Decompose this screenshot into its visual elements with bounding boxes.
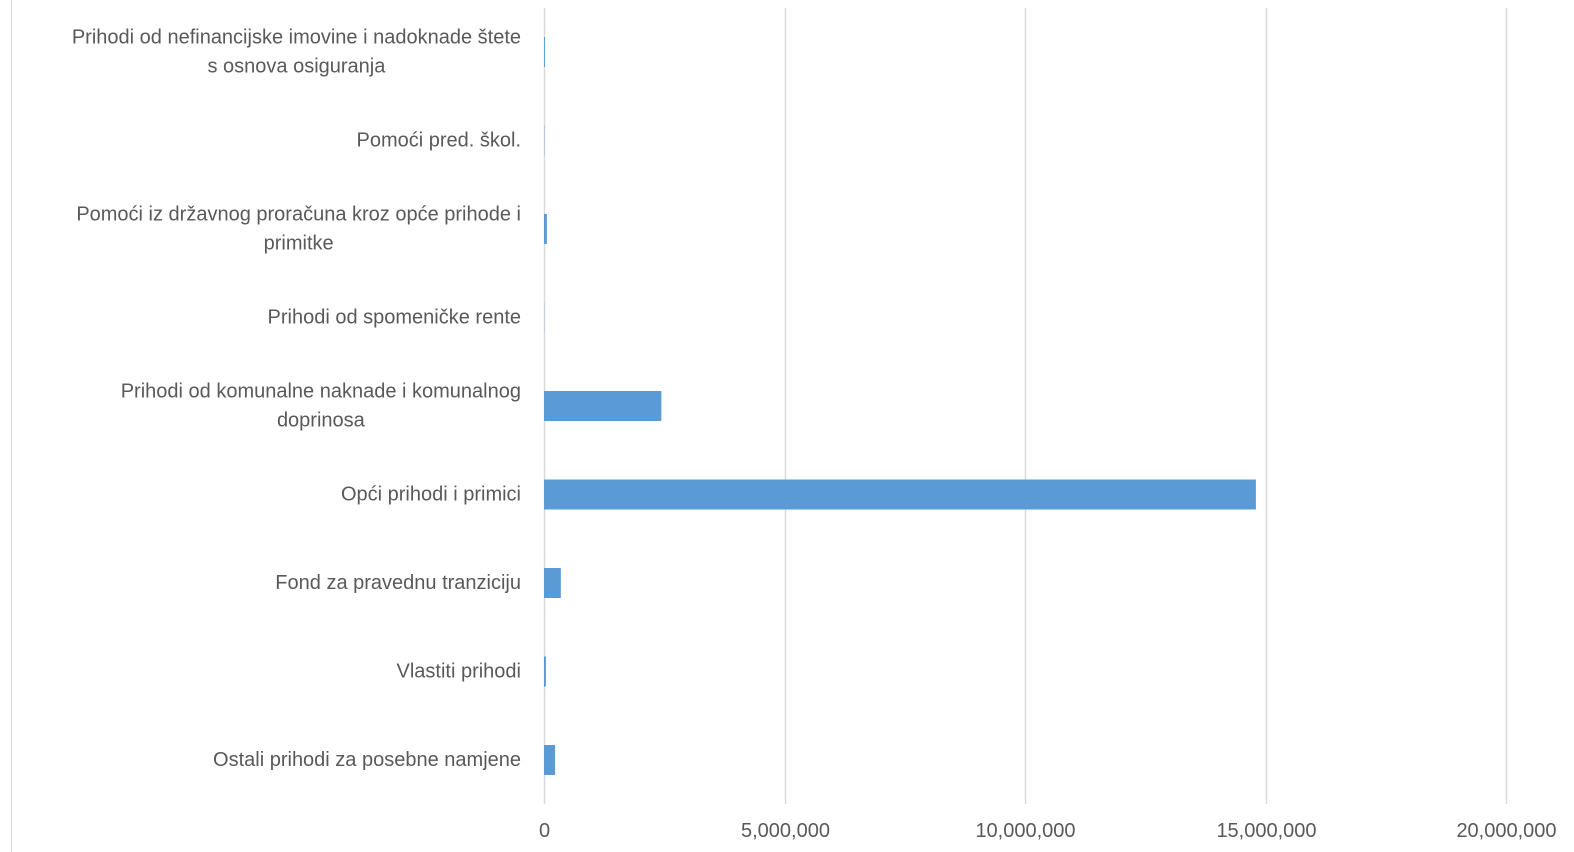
bar (544, 479, 1256, 510)
category-label: Ostali prihodi za posebne namjene (213, 749, 521, 771)
bar (544, 745, 556, 775)
bar (544, 391, 662, 421)
bar (544, 214, 547, 244)
category-label: Fond za pravednu tranziciju (275, 572, 521, 594)
x-tick-label: 20,000,000 (1456, 820, 1556, 842)
category-labels: Prihodi od nefinancijske imovine i nadok… (72, 27, 521, 772)
bar (544, 37, 545, 67)
category-label: Prihodi od komunalne naknade i komunalno… (121, 381, 521, 432)
category-label: Pomoći iz državnog proračuna kroz opće p… (76, 204, 521, 255)
x-tick-label: 5,000,000 (741, 820, 830, 842)
bar (544, 656, 546, 687)
bar (544, 568, 561, 598)
x-tick-label: 15,000,000 (1216, 820, 1316, 842)
category-label: Opći prihodi i primici (341, 484, 521, 506)
x-tick-label: 10,000,000 (975, 820, 1075, 842)
category-label: Prihodi od nefinancijske imovine i nadok… (72, 27, 521, 78)
bars (544, 37, 1256, 775)
category-label: Prihodi od spomeničke rente (268, 307, 521, 329)
category-label: Pomoći pred. škol. (356, 130, 521, 152)
category-label: Vlastiti prihodi (396, 661, 521, 683)
x-tick-label: 0 (539, 820, 550, 842)
grid-lines (543, 8, 1508, 804)
tick-labels: 0 5,000,000 10,000,000 15,000,000 20,000,000 (539, 820, 1557, 842)
